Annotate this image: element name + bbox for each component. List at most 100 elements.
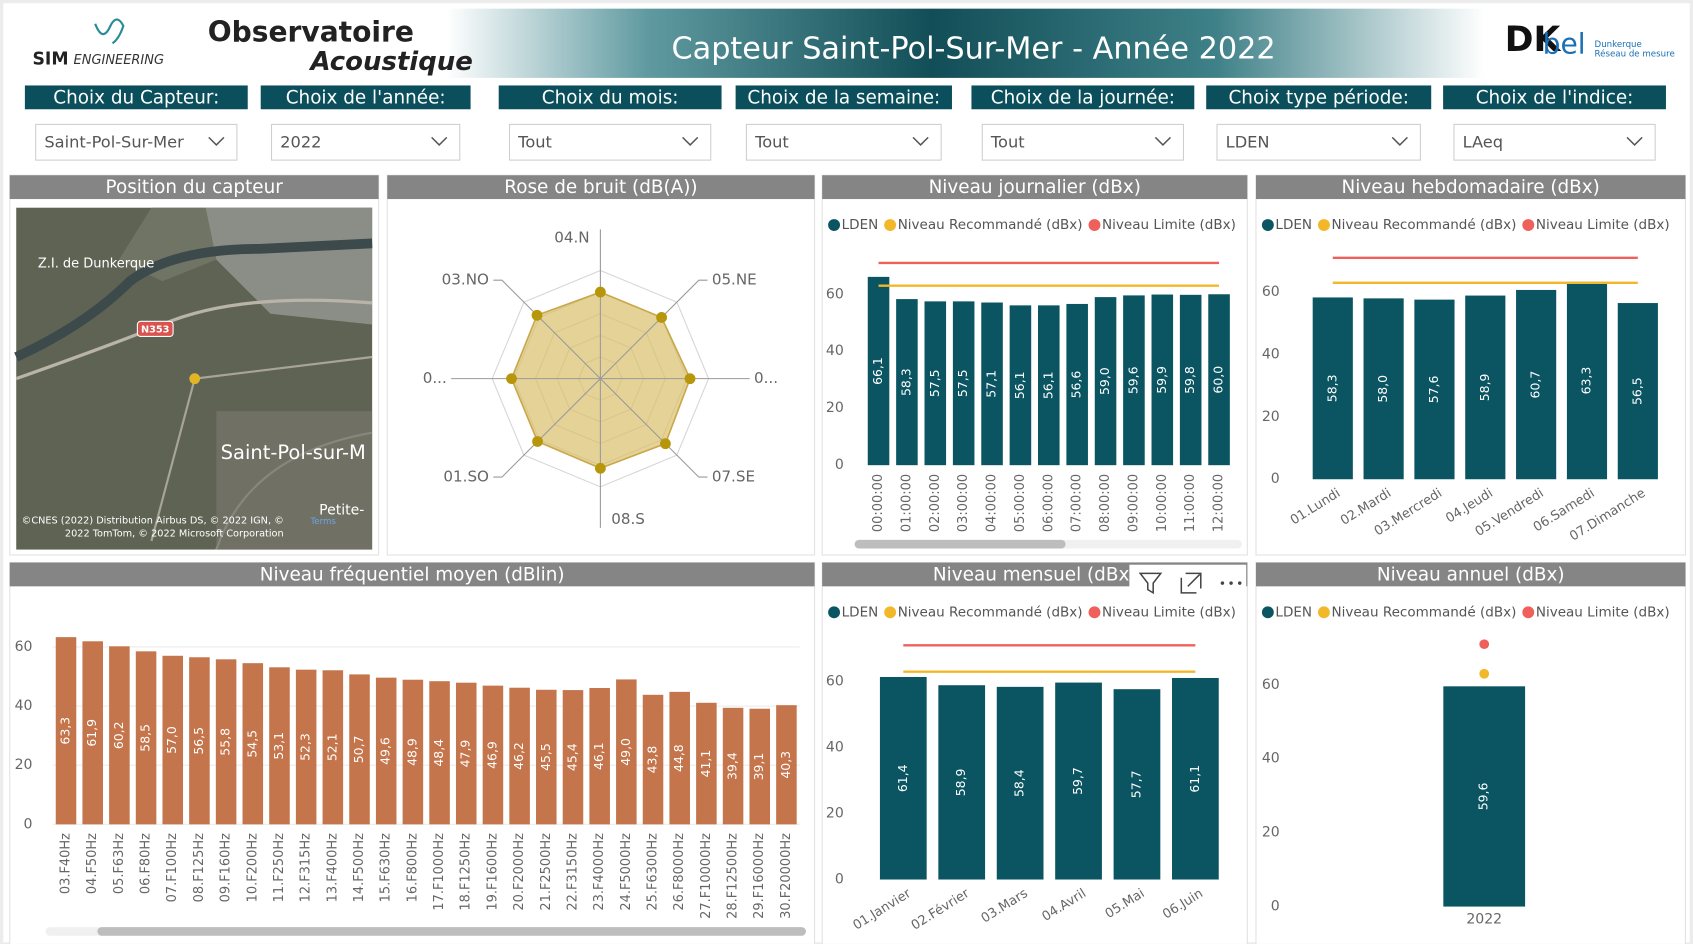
bar — [1113, 689, 1161, 880]
radar-spoke — [600, 279, 708, 380]
data-label: 46,2 — [511, 742, 526, 770]
more-icon[interactable] — [1237, 581, 1242, 585]
panel-title: Rose de bruit (dB(A)) — [504, 177, 697, 198]
bar — [322, 670, 344, 825]
radar-label: 01.SO — [443, 468, 489, 486]
bar — [482, 685, 504, 825]
data-label: 58,5 — [138, 724, 153, 752]
x-tick-label: 20.F2000Hz — [512, 833, 527, 911]
x-tick-label: 08.F125Hz — [192, 833, 207, 903]
sensor-marker[interactable] — [189, 373, 201, 385]
y-tick-label: 0 — [24, 816, 33, 832]
dropdown[interactable] — [981, 123, 1185, 161]
logo-sim: SIM — [32, 50, 68, 70]
x-tick-label: 18.F1250Hz — [459, 833, 474, 911]
map-label: N353 — [141, 324, 169, 335]
map-label: Z.I. de Dunkerque — [38, 256, 154, 271]
y-tick-label: 60 — [826, 674, 844, 690]
more-icon[interactable] — [1220, 581, 1225, 585]
x-tick-label: 01:00:00 — [899, 474, 914, 532]
data-label: 60,7 — [1528, 371, 1543, 399]
data-label: 48,4 — [431, 739, 446, 767]
map-area — [205, 207, 373, 325]
bar — [1414, 299, 1455, 480]
bar — [215, 659, 237, 825]
data-label: 40,3 — [778, 751, 793, 779]
radar-point — [532, 436, 543, 447]
data-label: 52,1 — [324, 733, 339, 761]
partner-line: Dunkerque — [1595, 40, 1642, 50]
x-tick-label: 13.F400Hz — [325, 833, 340, 903]
dropdown[interactable] — [745, 123, 942, 161]
data-label: 60,0 — [1211, 366, 1226, 394]
data-label: 56,1 — [1040, 371, 1055, 399]
radar-label: 08.S — [611, 510, 645, 528]
map-label: Saint-Pol-sur-M — [221, 441, 366, 464]
data-label: 56,6 — [1069, 371, 1084, 399]
bar — [952, 301, 975, 466]
x-tick-label: 04:00:00 — [985, 474, 1000, 532]
filter-header — [24, 85, 248, 110]
bar — [1066, 303, 1088, 466]
y-tick-label: 0 — [1271, 471, 1280, 487]
data-label: 57,0 — [164, 726, 179, 754]
map-terms[interactable]: Terms — [309, 517, 336, 527]
y-tick-label: 40 — [826, 740, 844, 756]
bar — [162, 655, 184, 825]
x-tick-label: 10.F200Hz — [245, 833, 260, 903]
bar — [55, 637, 77, 825]
panel-title: Niveau mensuel (dBx) — [933, 565, 1137, 586]
legend-swatch — [1317, 606, 1330, 619]
focus-icon[interactable] — [1180, 572, 1202, 594]
filter-icon[interactable] — [1138, 572, 1163, 595]
data-label: 66,1 — [870, 357, 885, 385]
data-label: 56,1 — [1012, 371, 1027, 399]
y-tick-label: 0 — [835, 457, 844, 473]
data-label: 57,7 — [1128, 771, 1143, 799]
data-label: 58,3 — [898, 368, 913, 396]
filter-header — [260, 85, 471, 110]
x-tick-label: 28.F12500Hz — [726, 833, 741, 919]
panel — [821, 174, 1248, 556]
dropdown[interactable] — [1453, 123, 1656, 161]
dropdown[interactable] — [35, 123, 238, 161]
panel-title-bar — [9, 175, 379, 200]
dropdown[interactable] — [270, 123, 461, 161]
bar — [1566, 281, 1608, 480]
dropdown[interactable] — [508, 123, 712, 161]
y-tick-label: 0 — [1271, 899, 1280, 915]
x-tick-label: 09.F160Hz — [219, 833, 234, 903]
filter-header — [1443, 85, 1666, 110]
radar-point — [660, 438, 671, 450]
filter-label: Choix de l'année: — [286, 87, 446, 108]
legend-label: Niveau Limite (dBx) — [1102, 604, 1236, 620]
bar — [1151, 294, 1174, 466]
chevron — [912, 136, 929, 147]
x-tick-label: 05.F63Hz — [112, 833, 127, 894]
x-tick-label: 08:00:00 — [1098, 474, 1113, 532]
bar — [242, 663, 264, 825]
legend-swatch — [1522, 606, 1535, 619]
bar — [536, 689, 557, 825]
y-tick-label: 40 — [15, 698, 33, 714]
more-icon[interactable] — [1229, 581, 1233, 585]
data-label: 39,1 — [751, 753, 766, 781]
data-label: 39,4 — [725, 752, 740, 780]
dropdown-value: Tout — [517, 132, 552, 151]
x-tick-label: 12.F315Hz — [299, 833, 314, 903]
toolbar-bg — [1129, 564, 1247, 598]
scrollbar-thumb[interactable] — [97, 927, 806, 936]
y-tick-label: 60 — [15, 639, 33, 655]
scrollbar-thumb[interactable] — [854, 539, 1066, 549]
data-label: 41,1 — [698, 750, 713, 778]
map[interactable]: Z.I. de Dunkerque N353 Saint-Pol-sur-M P… — [14, 207, 373, 550]
filter-header — [498, 85, 722, 110]
bar — [455, 682, 477, 825]
radar-label: 04.N — [554, 229, 589, 247]
bar — [696, 702, 717, 825]
dropdown[interactable] — [1216, 123, 1421, 161]
data-label: 57,5 — [927, 369, 942, 397]
panel-title-bar — [1255, 175, 1686, 200]
data-label: 48,9 — [404, 738, 419, 766]
filter-header — [1206, 85, 1432, 110]
